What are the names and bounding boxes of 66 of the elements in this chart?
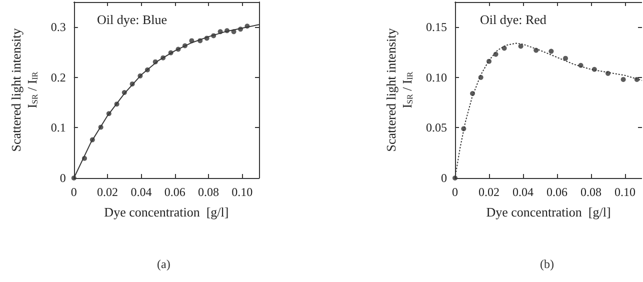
point <box>152 59 158 64</box>
point <box>90 137 95 142</box>
point <box>606 70 610 76</box>
point <box>224 28 230 34</box>
point <box>218 29 223 34</box>
x-tick-label: 0.10 <box>614 185 636 199</box>
point <box>486 58 492 64</box>
point <box>452 176 458 180</box>
point <box>106 111 112 116</box>
y-tick-label: 0 <box>60 171 66 185</box>
point <box>138 73 143 78</box>
point <box>592 66 597 72</box>
x-axis-title: Dye concentration [g/l] <box>486 204 611 220</box>
point <box>518 44 524 49</box>
point <box>493 52 498 57</box>
point <box>578 62 584 68</box>
point <box>211 33 216 38</box>
text: (b) <box>540 257 554 271</box>
point <box>122 90 127 96</box>
x-tick-label: 0.06 <box>546 185 568 199</box>
text: Oil dye: Blue <box>97 12 168 27</box>
x-tick-label: 0 <box>70 185 77 199</box>
point <box>478 74 484 80</box>
x-tick-label: 0 <box>452 185 458 199</box>
y-tick-label: 0 <box>441 171 447 185</box>
x-tick-label: 0.10 <box>232 185 253 199</box>
y-tick-label: 0.1 <box>50 120 66 135</box>
x-tick-label: 0.04 <box>512 185 534 199</box>
point <box>502 46 507 51</box>
x-tick-label: 0.04 <box>130 185 152 199</box>
point <box>160 55 166 60</box>
point <box>71 176 76 180</box>
y-tick-label: 0.10 <box>426 70 447 84</box>
y-tick-label: 0.05 <box>426 120 447 135</box>
point <box>98 124 104 130</box>
point <box>548 48 554 54</box>
y-tick-label: 0.15 <box>426 20 447 34</box>
y-tick-label: 0.2 <box>50 70 66 84</box>
point <box>82 156 87 161</box>
point <box>182 43 188 48</box>
point <box>204 36 210 41</box>
x-axis-title: Dye concentration [g/l] <box>104 204 229 220</box>
point <box>144 67 150 72</box>
point <box>620 76 626 82</box>
point <box>198 38 203 44</box>
x-tick-label: 0.02 <box>478 185 500 199</box>
x-tick-label: 0.06 <box>164 185 186 199</box>
point <box>168 50 174 56</box>
point <box>130 81 135 86</box>
point <box>244 24 250 29</box>
point <box>231 29 236 34</box>
point <box>176 46 181 52</box>
point <box>114 102 120 107</box>
point <box>461 126 466 132</box>
x-tick-label: 0.02 <box>97 185 118 199</box>
text: (a) <box>157 257 170 271</box>
point <box>634 76 640 82</box>
point <box>470 91 476 96</box>
text: Oil dye: Red <box>480 12 547 27</box>
point <box>238 26 243 32</box>
x-tick-label: 0.08 <box>580 185 602 199</box>
x-tick-label: 0.08 <box>198 185 220 199</box>
point <box>189 38 194 44</box>
y-tick-label: 0.3 <box>50 20 66 34</box>
point <box>534 48 539 53</box>
point <box>563 56 568 61</box>
